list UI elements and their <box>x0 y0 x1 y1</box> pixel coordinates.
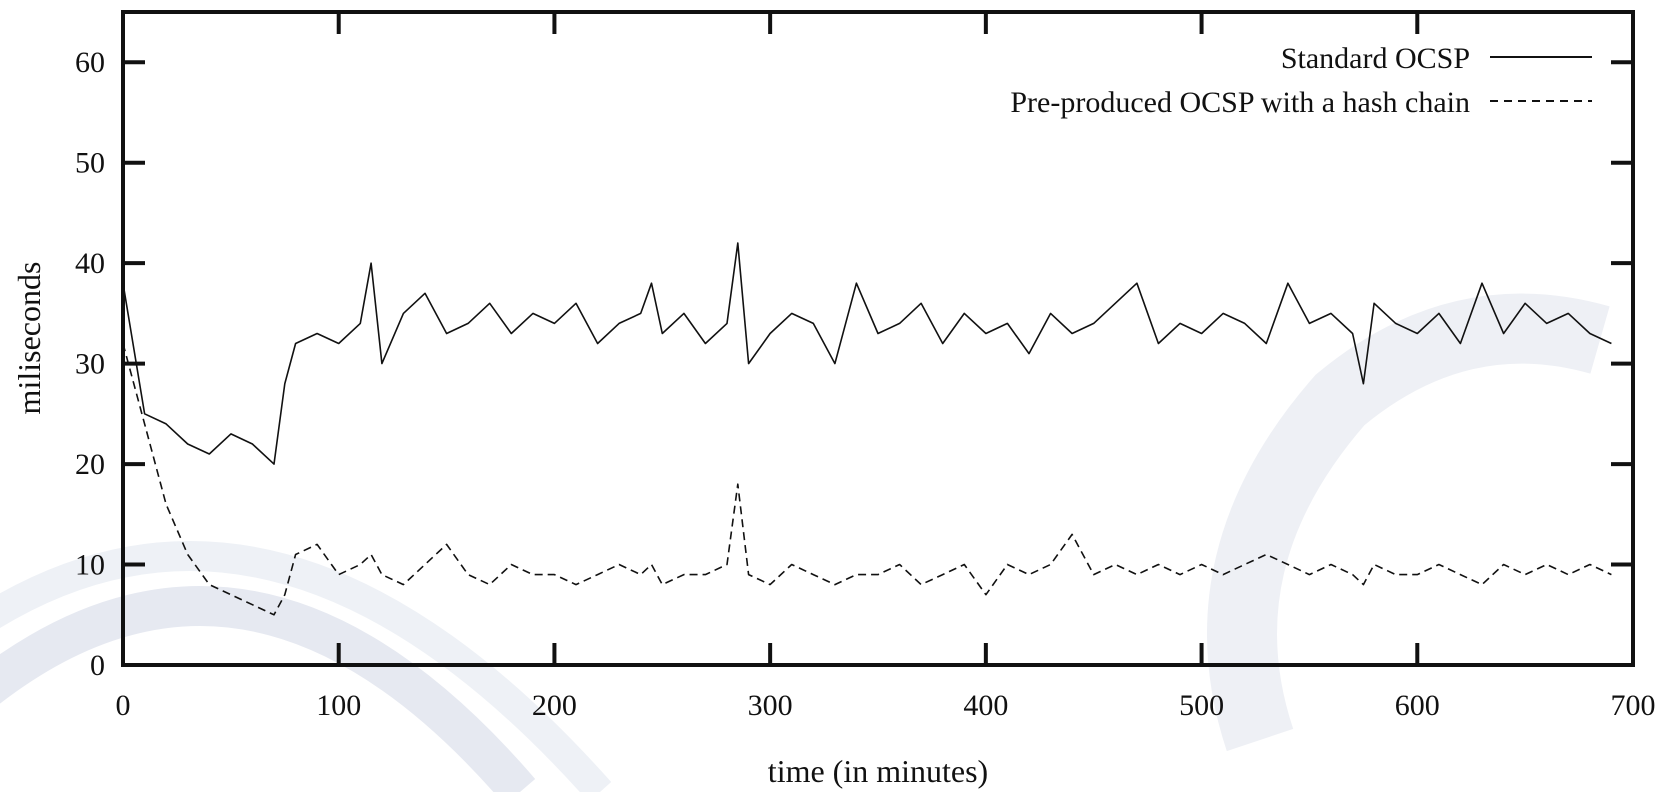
y-axis-ticks: 0 10 20 30 40 50 60 <box>75 46 1633 682</box>
x-tick-label: 100 <box>316 689 361 722</box>
y-tick-label: 0 <box>90 649 105 682</box>
series-line-pre-produced-ocsp <box>122 343 1612 616</box>
x-tick-label: 400 <box>963 689 1008 722</box>
plot-frame <box>121 10 1635 667</box>
x-tick-label: 700 <box>1611 689 1656 722</box>
x-tick-label: 300 <box>748 689 793 722</box>
y-axis-label: miliseconds <box>11 262 47 415</box>
y-tick-label: 20 <box>75 448 105 481</box>
background-decoration <box>0 293 1610 792</box>
y-tick-label: 60 <box>75 46 105 79</box>
x-tick-label: 600 <box>1395 689 1440 722</box>
y-tick-label: 10 <box>75 549 105 582</box>
legend-label-standard-ocsp: Standard OCSP <box>1281 42 1470 75</box>
x-tick-label: 500 <box>1179 689 1224 722</box>
x-tick-label: 200 <box>532 689 577 722</box>
y-tick-label: 50 <box>75 147 105 180</box>
series-lines <box>122 242 1612 616</box>
legend: Standard OCSP Pre-produced OCSP with a h… <box>1010 42 1592 119</box>
legend-label-pre-produced-ocsp: Pre-produced OCSP with a hash chain <box>1010 86 1470 119</box>
x-axis-ticks: 0 100 200 300 400 500 600 700 <box>116 12 1656 722</box>
x-axis-label: time (in minutes) <box>768 753 988 789</box>
y-tick-label: 40 <box>75 247 105 280</box>
y-tick-label: 30 <box>75 348 105 381</box>
x-tick-label: 0 <box>116 689 131 722</box>
series-line-standard-ocsp <box>122 242 1612 465</box>
